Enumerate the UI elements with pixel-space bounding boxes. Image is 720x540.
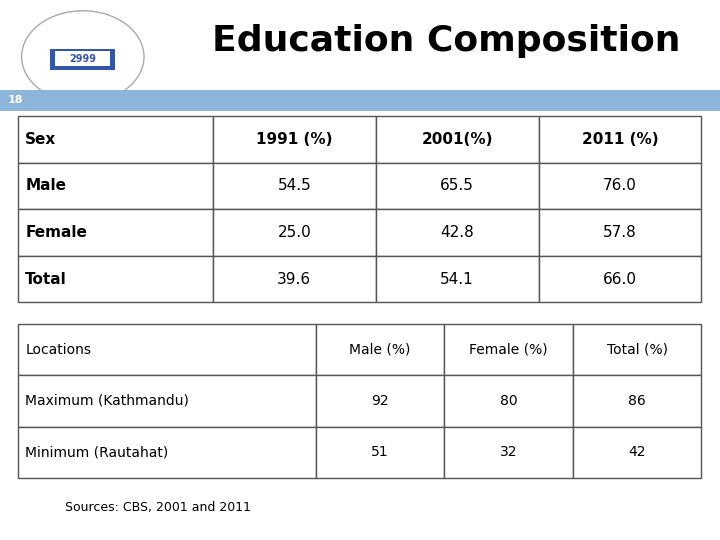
Text: 57.8: 57.8 bbox=[603, 225, 636, 240]
Text: 39.6: 39.6 bbox=[277, 272, 311, 287]
Bar bbox=[376, 209, 539, 256]
Bar bbox=[572, 324, 701, 375]
Text: Male: Male bbox=[25, 178, 66, 193]
Text: 92: 92 bbox=[371, 394, 389, 408]
Text: 80: 80 bbox=[500, 394, 517, 408]
Text: 2001(%): 2001(%) bbox=[421, 132, 493, 147]
Text: 2011 (%): 2011 (%) bbox=[582, 132, 658, 147]
Bar bbox=[0, 90, 720, 111]
Bar bbox=[539, 116, 701, 163]
Text: 42: 42 bbox=[629, 446, 646, 459]
Text: Maximum (Kathmandu): Maximum (Kathmandu) bbox=[25, 394, 189, 408]
Bar bbox=[55, 51, 110, 66]
Text: 32: 32 bbox=[500, 446, 517, 459]
Text: 51: 51 bbox=[371, 446, 389, 459]
Text: 42.8: 42.8 bbox=[440, 225, 474, 240]
Text: 54.5: 54.5 bbox=[277, 178, 311, 193]
Bar bbox=[18, 375, 315, 427]
Bar bbox=[572, 427, 701, 478]
Text: Locations: Locations bbox=[25, 343, 91, 356]
Bar bbox=[213, 209, 376, 256]
Bar bbox=[376, 256, 539, 302]
Text: Total (%): Total (%) bbox=[606, 343, 667, 356]
Text: Total: Total bbox=[25, 272, 67, 287]
Text: 25.0: 25.0 bbox=[277, 225, 311, 240]
Text: 66.0: 66.0 bbox=[603, 272, 637, 287]
Bar bbox=[376, 116, 539, 163]
Text: 65.5: 65.5 bbox=[440, 178, 474, 193]
Bar bbox=[18, 324, 315, 375]
Text: 1991 (%): 1991 (%) bbox=[256, 132, 333, 147]
Text: Sex: Sex bbox=[25, 132, 56, 147]
Bar bbox=[315, 427, 444, 478]
Text: Female: Female bbox=[25, 225, 87, 240]
Bar bbox=[444, 427, 572, 478]
Text: Sources: CBS, 2001 and 2011: Sources: CBS, 2001 and 2011 bbox=[65, 501, 251, 514]
Bar bbox=[213, 116, 376, 163]
Text: 76.0: 76.0 bbox=[603, 178, 637, 193]
Bar bbox=[18, 116, 213, 163]
Bar bbox=[213, 163, 376, 209]
Bar bbox=[444, 375, 572, 427]
Text: Male (%): Male (%) bbox=[349, 343, 410, 356]
Text: Education Composition: Education Composition bbox=[212, 24, 680, 58]
Bar bbox=[50, 49, 115, 70]
Bar bbox=[18, 256, 213, 302]
Bar bbox=[315, 324, 444, 375]
Bar bbox=[18, 209, 213, 256]
Bar bbox=[213, 256, 376, 302]
Bar bbox=[444, 324, 572, 375]
Text: 86: 86 bbox=[628, 394, 646, 408]
Bar bbox=[539, 209, 701, 256]
Text: Minimum (Rautahat): Minimum (Rautahat) bbox=[25, 446, 168, 459]
Bar bbox=[376, 163, 539, 209]
Bar bbox=[18, 427, 315, 478]
Text: Female (%): Female (%) bbox=[469, 343, 548, 356]
Text: 18: 18 bbox=[8, 96, 24, 105]
Text: 54.1: 54.1 bbox=[440, 272, 474, 287]
Bar bbox=[539, 256, 701, 302]
Bar bbox=[18, 163, 213, 209]
Bar bbox=[572, 375, 701, 427]
Bar bbox=[315, 375, 444, 427]
Bar bbox=[539, 163, 701, 209]
Text: 2999: 2999 bbox=[69, 55, 96, 64]
